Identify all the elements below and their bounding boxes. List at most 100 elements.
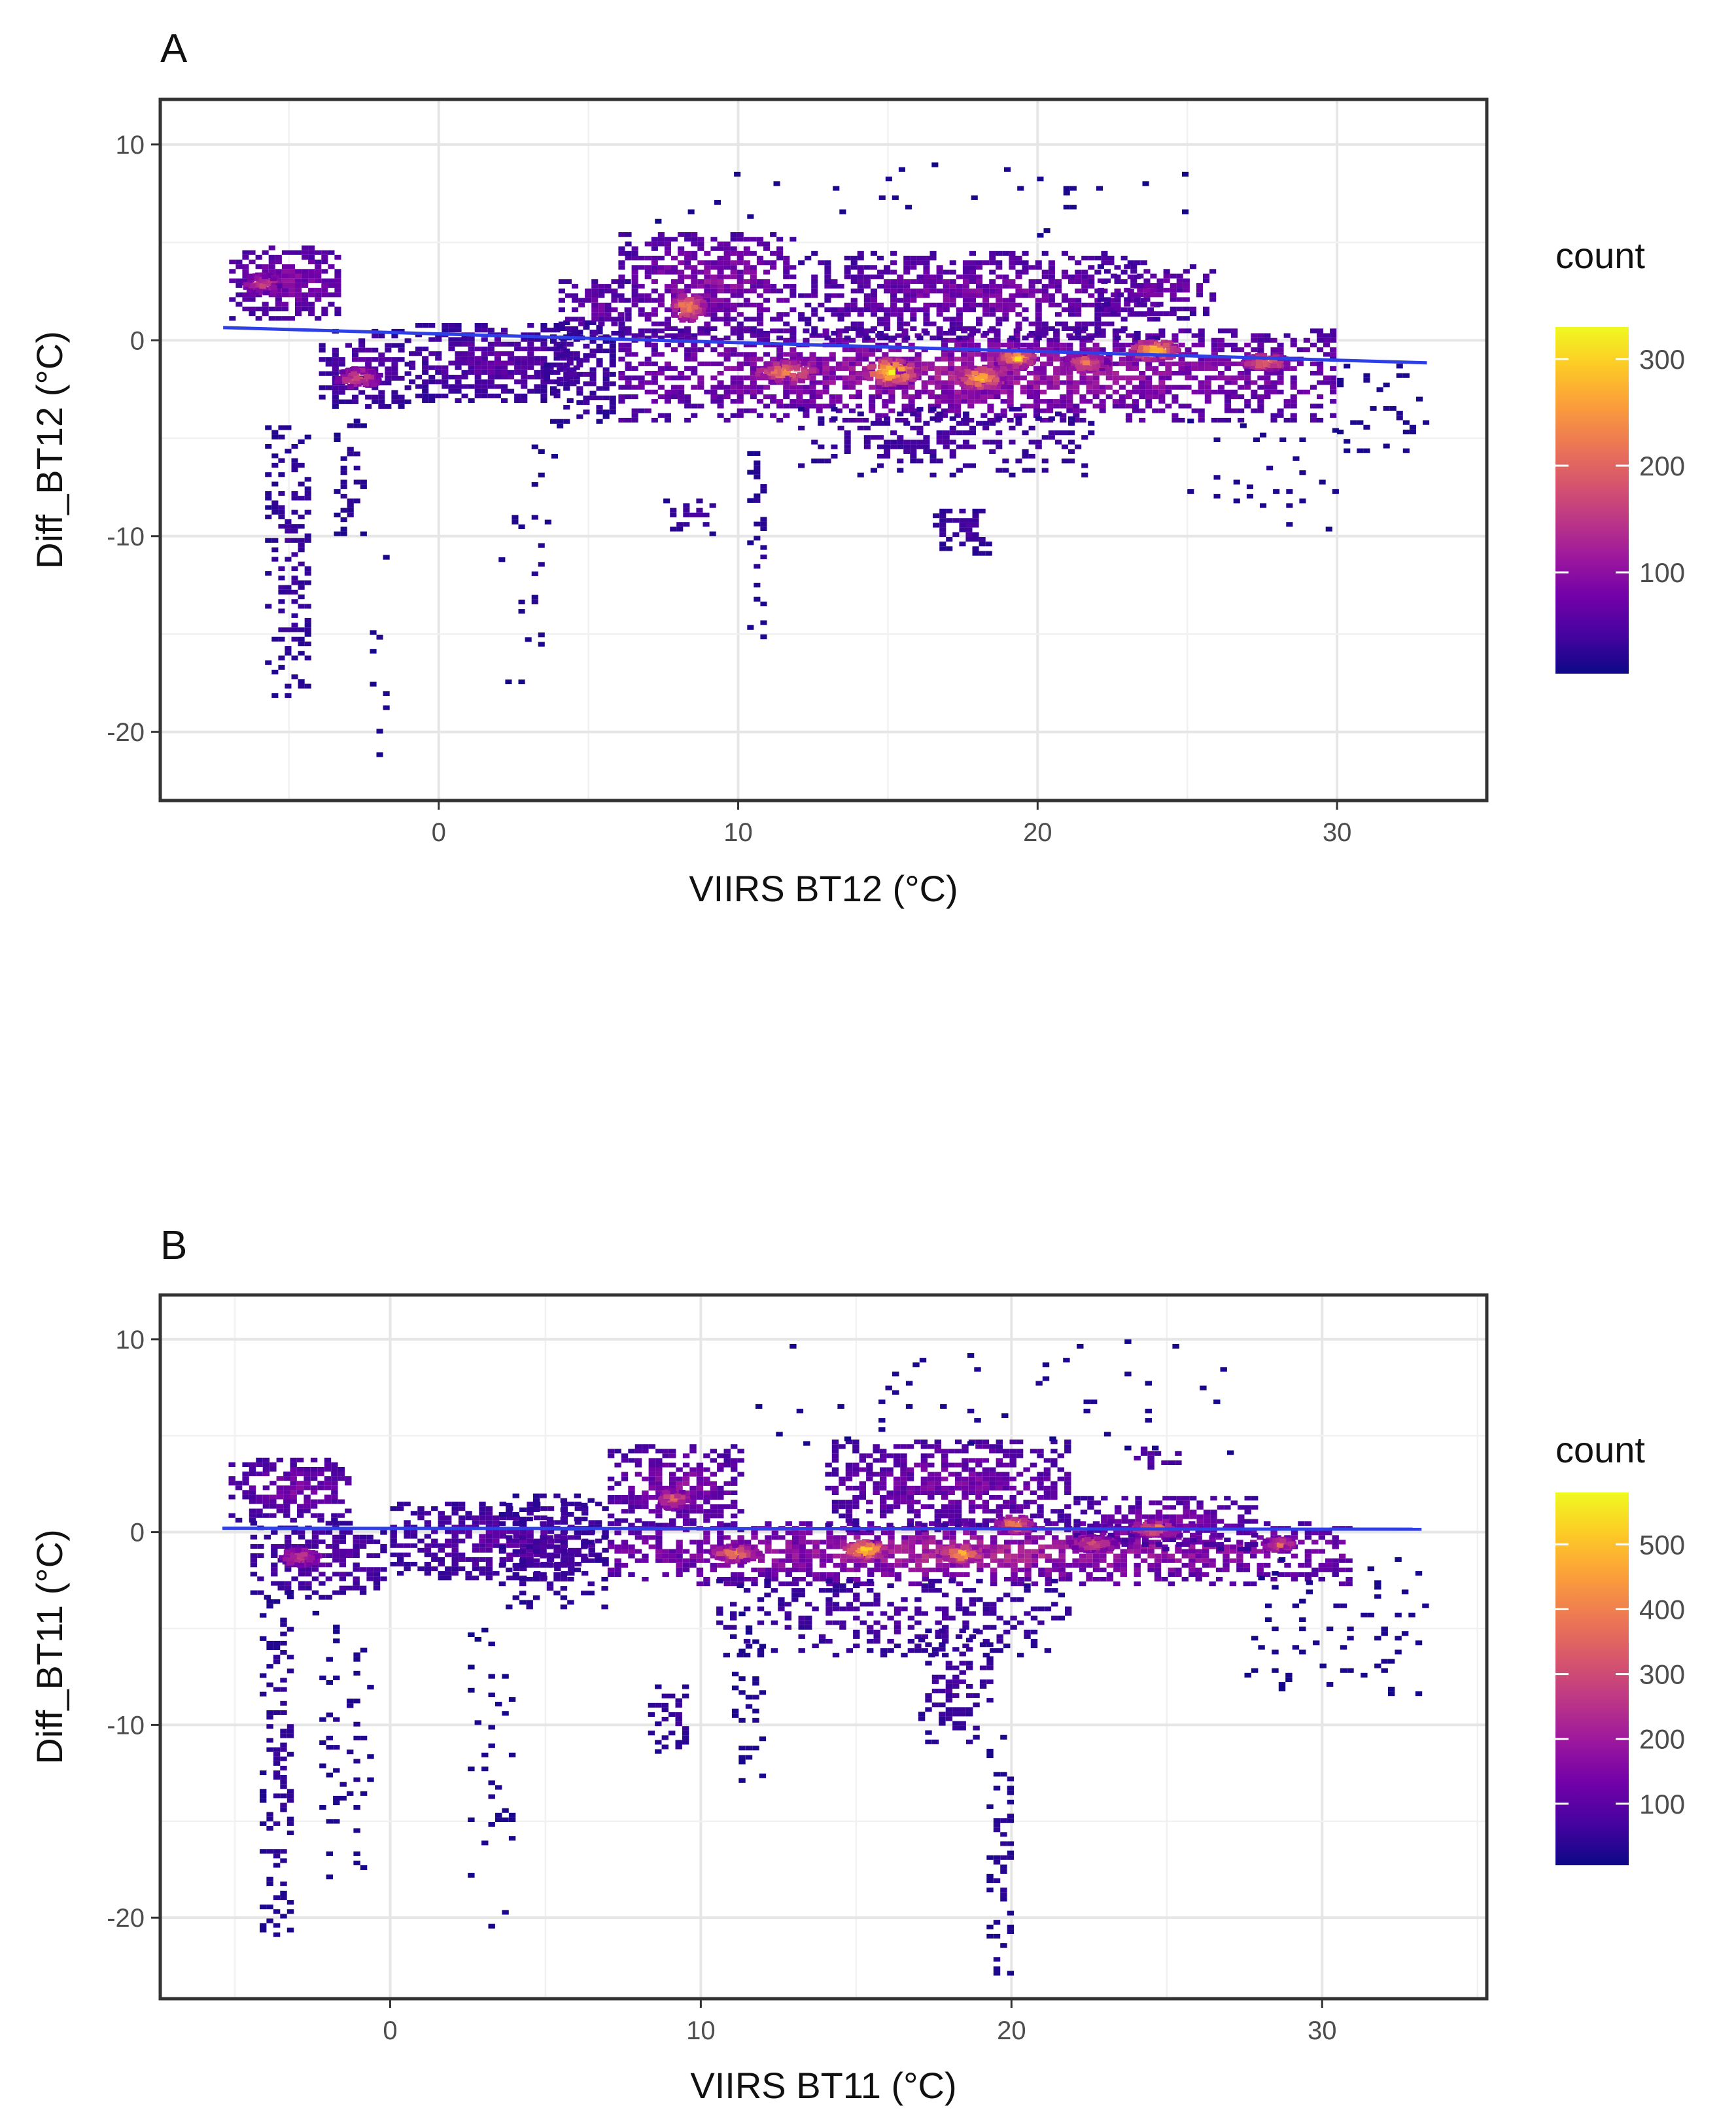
heatmap-bin: [249, 1490, 256, 1495]
heatmap-bin: [298, 1543, 305, 1549]
heatmap-bin: [352, 357, 359, 362]
heatmap-bin: [611, 317, 618, 322]
heatmap-bin: [498, 557, 506, 562]
heatmap-bin: [969, 425, 976, 431]
heatmap-bin: [285, 538, 292, 543]
heatmap-bin: [288, 269, 295, 274]
heatmap-bin: [835, 375, 842, 381]
heatmap-bin: [1277, 408, 1284, 413]
heatmap-bin: [818, 444, 825, 449]
heatmap-bin: [730, 399, 737, 404]
heatmap-bin: [465, 1534, 472, 1539]
heatmap-bin: [1317, 328, 1324, 334]
heatmap-bin: [519, 1581, 527, 1587]
heatmap-bin: [520, 1529, 527, 1534]
heatmap-bin: [822, 385, 829, 390]
heatmap-hotspot-bin: [1170, 349, 1177, 354]
heatmap-bin: [396, 1506, 404, 1511]
heatmap-bin: [417, 1511, 425, 1516]
heatmap-bin: [750, 375, 757, 381]
heatmap-bin: [291, 674, 298, 680]
heatmap-bin: [589, 348, 597, 354]
heatmap-bin: [803, 328, 810, 334]
heatmap-bin: [546, 1521, 554, 1526]
heatmap-bin: [1015, 288, 1022, 294]
heatmap-hotspot-bin: [1030, 354, 1037, 359]
heatmap-bin: [976, 321, 983, 326]
heatmap-bin: [1156, 278, 1164, 283]
heatmap-bin: [385, 366, 392, 371]
heatmap-bin: [929, 250, 937, 256]
heatmap-bin: [1081, 274, 1088, 279]
heatmap-bin: [811, 307, 818, 313]
heatmap-bin: [863, 265, 871, 270]
heatmap-bin: [1068, 307, 1075, 313]
heatmap-bin: [481, 365, 488, 370]
heatmap-bin: [298, 439, 305, 444]
heatmap-bin: [664, 326, 671, 331]
heatmap-bin: [451, 1566, 459, 1572]
heatmap-bin: [869, 352, 876, 357]
heatmap-bin: [353, 1576, 360, 1581]
heatmap-bin: [976, 421, 983, 426]
heatmap-bin: [704, 274, 711, 279]
heatmap-bin: [923, 293, 930, 298]
panel-a-legend-tick-marks: [1555, 358, 1629, 574]
heatmap-bin: [989, 256, 996, 261]
heatmap-bin: [657, 241, 665, 247]
heatmap-bin: [275, 316, 282, 321]
heatmap-bin: [969, 444, 976, 449]
heatmap-bin: [1035, 321, 1042, 326]
heatmap-bin: [670, 526, 677, 532]
heatmap-bin: [285, 1543, 292, 1549]
heatmap-bin: [479, 1538, 486, 1543]
heatmap-bin: [625, 347, 632, 353]
heatmap-bin: [1060, 380, 1067, 385]
heatmap-bin: [857, 269, 864, 275]
heatmap-bin: [415, 375, 423, 380]
heatmap-bin: [691, 385, 698, 390]
heatmap-bin: [914, 356, 922, 362]
heatmap-hotspot-bin: [957, 372, 964, 377]
heatmap-bin: [890, 288, 897, 294]
heatmap-bin: [750, 274, 757, 279]
heatmap-bin: [664, 394, 671, 400]
heatmap-bin: [527, 360, 534, 366]
heatmap-bin: [332, 404, 339, 409]
heatmap-bin: [959, 523, 966, 528]
heatmap-bin: [1022, 454, 1029, 459]
heatmap-bin: [1048, 265, 1055, 270]
heatmap-bin: [657, 385, 665, 390]
heatmap-bin: [1211, 417, 1218, 423]
heatmap-bin: [1092, 380, 1100, 385]
heatmap-bin: [1244, 380, 1251, 385]
heatmap-bin: [994, 328, 1001, 334]
heatmap-hotspot-bin: [801, 361, 808, 366]
heatmap-bin: [332, 1558, 339, 1563]
heatmap-bin: [291, 613, 298, 618]
heatmap-bin: [856, 356, 863, 362]
heatmap-hotspot-bin: [691, 314, 699, 319]
heatmap-bin: [863, 293, 871, 298]
heatmap-bin: [435, 365, 442, 370]
heatmap-bin: [811, 330, 818, 336]
heatmap-bin: [553, 328, 561, 333]
heatmap-bin: [1211, 342, 1218, 348]
heatmap-bin: [1203, 278, 1210, 283]
heatmap-bin: [404, 371, 411, 376]
heatmap-bin: [298, 585, 305, 590]
heatmap-bin: [325, 371, 332, 376]
heatmap-bin: [1150, 311, 1157, 317]
heatmap-bin: [956, 336, 963, 341]
heatmap-bin: [1238, 385, 1245, 390]
heatmap-bin: [996, 250, 1003, 256]
heatmap-hotspot-bin: [680, 307, 687, 313]
heatmap-bin: [481, 337, 488, 342]
heatmap-bin: [1061, 274, 1068, 279]
heatmap-bin: [754, 474, 761, 479]
heatmap-bin: [560, 1604, 568, 1610]
heatmap-bin: [638, 385, 645, 390]
heatmap-bin: [506, 1535, 513, 1540]
heatmap-hotspot-bin: [1015, 356, 1022, 362]
heatmap-bin: [417, 1506, 425, 1511]
